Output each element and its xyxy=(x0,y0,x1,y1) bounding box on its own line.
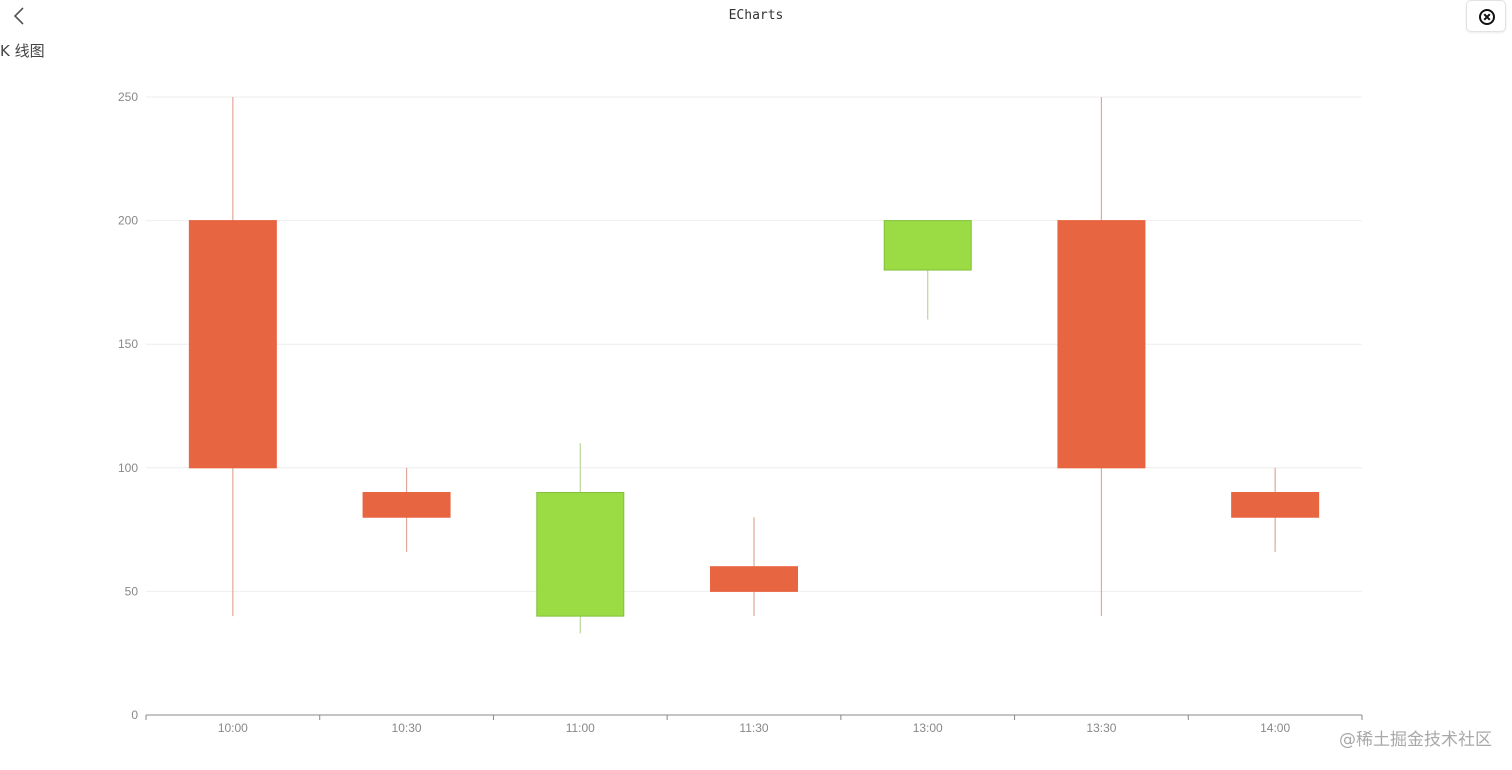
candle-1030 xyxy=(362,467,451,552)
candle-body xyxy=(710,566,798,592)
x-tick-label: 13:30 xyxy=(1086,721,1116,735)
close-circle-icon xyxy=(1479,9,1495,25)
y-tick-label: 50 xyxy=(125,584,139,598)
nav-bar: ECharts xyxy=(0,0,1512,34)
x-tick-label: 13:00 xyxy=(913,721,943,735)
page-title: ECharts xyxy=(728,8,784,23)
candle-1000 xyxy=(188,97,277,617)
y-tick-label: 150 xyxy=(118,337,138,351)
candle-body xyxy=(362,492,451,518)
x-tick-label: 14:00 xyxy=(1260,721,1290,735)
candle-body xyxy=(536,492,625,617)
close-button[interactable] xyxy=(1466,0,1506,32)
candle-1300 xyxy=(883,220,972,320)
candle-body xyxy=(188,220,277,469)
chart-heading: K 线图 xyxy=(0,42,45,60)
y-tick-label: 0 xyxy=(131,708,138,722)
candle-body xyxy=(1231,492,1320,518)
x-tick-label: 10:30 xyxy=(392,721,422,735)
candle-1400 xyxy=(1231,467,1320,552)
watermark: @稀土掘金技术社区 xyxy=(1339,730,1492,750)
y-tick-label: 100 xyxy=(118,461,138,475)
axes: 0 50 100 150 200 250 10:00 10:30 11:00 11:30 13:00… xyxy=(118,90,1363,735)
candle-body xyxy=(883,220,972,271)
chevron-left-icon xyxy=(13,7,24,25)
candles xyxy=(188,97,1320,634)
y-tick-label: 200 xyxy=(118,214,138,228)
candle-body xyxy=(1057,220,1146,469)
candle-1330 xyxy=(1057,97,1146,617)
y-tick-label: 250 xyxy=(118,90,138,104)
x-tick-label: 11:30 xyxy=(739,721,768,735)
x-tick-label: 11:00 xyxy=(566,721,595,735)
x-tick-label: 10:00 xyxy=(218,721,248,735)
candle-1130 xyxy=(710,517,798,617)
back-button[interactable] xyxy=(8,4,32,28)
candle-1100 xyxy=(536,443,625,634)
